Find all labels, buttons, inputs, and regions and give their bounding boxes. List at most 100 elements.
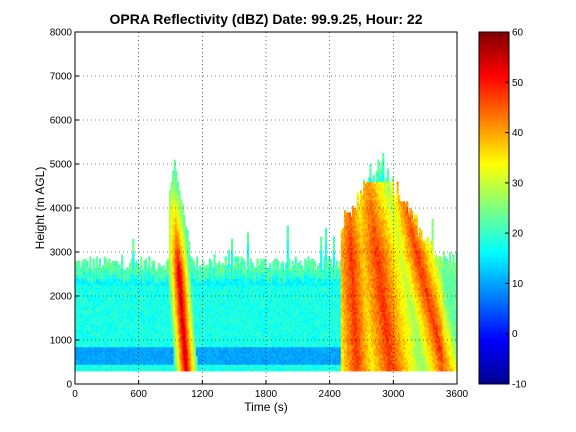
reflectivity-cell (156, 276, 159, 279)
reflectivity-cell (119, 364, 122, 367)
reflectivity-cell (114, 355, 117, 359)
reflectivity-cell (175, 188, 178, 191)
reflectivity-cell (135, 298, 138, 301)
reflectivity-cell (87, 344, 90, 348)
reflectivity-cell (76, 267, 79, 271)
reflectivity-cell (157, 359, 160, 363)
reflectivity-cell (170, 203, 173, 207)
reflectivity-cell (92, 307, 95, 310)
reflectivity-cell (157, 265, 160, 268)
reflectivity-cell (143, 333, 146, 337)
reflectivity-cell (90, 309, 94, 312)
reflectivity-cell (164, 368, 167, 372)
reflectivity-cell (124, 331, 127, 334)
reflectivity-cell (170, 276, 173, 279)
reflectivity-cell (178, 362, 181, 365)
reflectivity-cell (176, 210, 180, 213)
reflectivity-cell (129, 293, 132, 297)
reflectivity-cell (130, 364, 133, 367)
reflectivity-cell (103, 263, 106, 266)
reflectivity-cell (183, 271, 186, 275)
reflectivity-cell (97, 320, 100, 323)
reflectivity-cell (89, 276, 92, 279)
reflectivity-cell (113, 293, 116, 297)
reflectivity-cell (180, 225, 183, 229)
reflectivity-cell (181, 291, 184, 295)
reflectivity-cell (95, 304, 98, 308)
reflectivity-cell (156, 282, 159, 286)
reflectivity-cell (82, 269, 86, 273)
reflectivity-cell (95, 348, 98, 352)
reflectivity-cell (159, 348, 162, 352)
reflectivity-cell (122, 322, 125, 326)
reflectivity-cell (97, 289, 100, 293)
reflectivity-cell (90, 318, 94, 321)
reflectivity-cell (143, 300, 146, 304)
reflectivity-cell (162, 331, 165, 334)
reflectivity-cell (173, 324, 176, 328)
reflectivity-cell (132, 287, 135, 290)
reflectivity-cell (82, 351, 86, 354)
reflectivity-cell (81, 313, 84, 317)
reflectivity-cell (168, 298, 172, 301)
reflectivity-cell (82, 340, 86, 343)
reflectivity-cell (170, 254, 173, 257)
reflectivity-cell (132, 359, 135, 363)
reflectivity-cell (160, 309, 164, 312)
reflectivity-cell (146, 362, 149, 365)
reflectivity-cell (168, 302, 172, 306)
reflectivity-cell (173, 170, 176, 174)
reflectivity-cell (119, 333, 122, 337)
reflectivity-cell (159, 311, 162, 315)
reflectivity-cell (102, 302, 105, 306)
reflectivity-cell (133, 278, 137, 282)
reflectivity-cell (116, 322, 119, 326)
reflectivity-cell (148, 342, 151, 345)
reflectivity-cell (170, 359, 173, 363)
reflectivity-cell (149, 315, 152, 319)
reflectivity-cell (125, 346, 129, 350)
reflectivity-cell (181, 278, 184, 282)
reflectivity-cell (89, 287, 92, 290)
reflectivity-cell (152, 322, 156, 326)
reflectivity-cell (81, 269, 84, 273)
reflectivity-cell (137, 280, 140, 284)
reflectivity-cell (172, 172, 175, 176)
reflectivity-cell (170, 342, 173, 345)
reflectivity-cell (168, 208, 172, 211)
reflectivity-cell (132, 362, 135, 365)
reflectivity-cell (137, 307, 140, 310)
reflectivity-cell (125, 355, 129, 359)
reflectivity-cell (148, 320, 151, 323)
reflectivity-cell (76, 304, 79, 308)
reflectivity-cell (129, 289, 132, 293)
reflectivity-cell (89, 304, 92, 308)
reflectivity-cell (105, 298, 108, 301)
reflectivity-cell (146, 287, 149, 290)
reflectivity-cell (168, 252, 172, 255)
reflectivity-cell (84, 324, 87, 328)
reflectivity-cell (181, 368, 184, 372)
reflectivity-cell (167, 353, 170, 356)
reflectivity-cell (78, 271, 81, 275)
reflectivity-cell (157, 298, 160, 301)
reflectivity-cell (175, 170, 178, 174)
reflectivity-cell (105, 333, 108, 337)
reflectivity-cell (138, 333, 141, 337)
reflectivity-cell (181, 238, 184, 242)
reflectivity-cell (149, 304, 152, 308)
reflectivity-cell (86, 368, 89, 372)
reflectivity-cell (180, 282, 183, 286)
reflectivity-cell (146, 320, 149, 323)
reflectivity-cell (106, 362, 110, 365)
reflectivity-cell (116, 326, 119, 330)
reflectivity-cell (156, 269, 159, 273)
reflectivity-cell (84, 315, 87, 319)
reflectivity-cell (102, 311, 105, 315)
reflectivity-cell (172, 203, 175, 207)
reflectivity-cell (98, 362, 102, 365)
reflectivity-cell (92, 269, 95, 273)
reflectivity-cell (117, 271, 121, 275)
reflectivity-cell (106, 285, 110, 288)
reflectivity-cell (157, 355, 160, 359)
